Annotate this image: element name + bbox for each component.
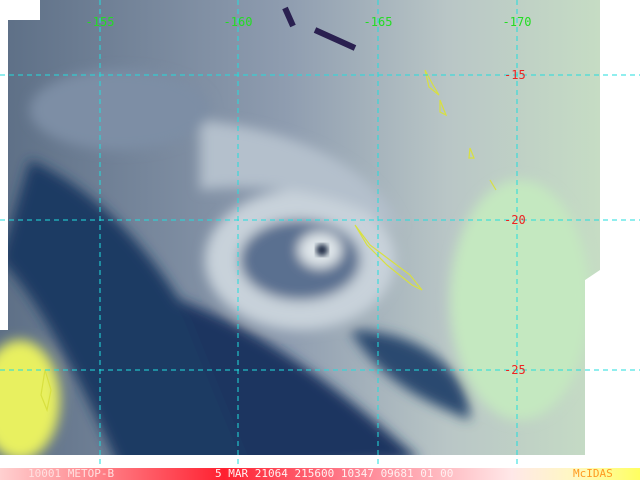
- longitude-label: -170: [503, 15, 532, 29]
- graticule: -155 -160 -165 -170 -15 -20 -25: [0, 0, 640, 468]
- longitude-label: -155: [86, 15, 115, 29]
- latitude-label: -15: [504, 68, 526, 82]
- longitude-label: -160: [224, 15, 253, 29]
- color-bar: [0, 468, 640, 480]
- satellite-label: 10001 METOP-B: [28, 467, 114, 480]
- timestamp-label: 5 MAR 21064 215600 10347 09681 01 00: [215, 467, 453, 480]
- longitude-label: -165: [364, 15, 393, 29]
- imagery: [0, 0, 600, 455]
- latitude-label: -25: [504, 363, 526, 377]
- latitude-label: -20: [504, 213, 526, 227]
- software-label: McIDAS: [573, 467, 613, 480]
